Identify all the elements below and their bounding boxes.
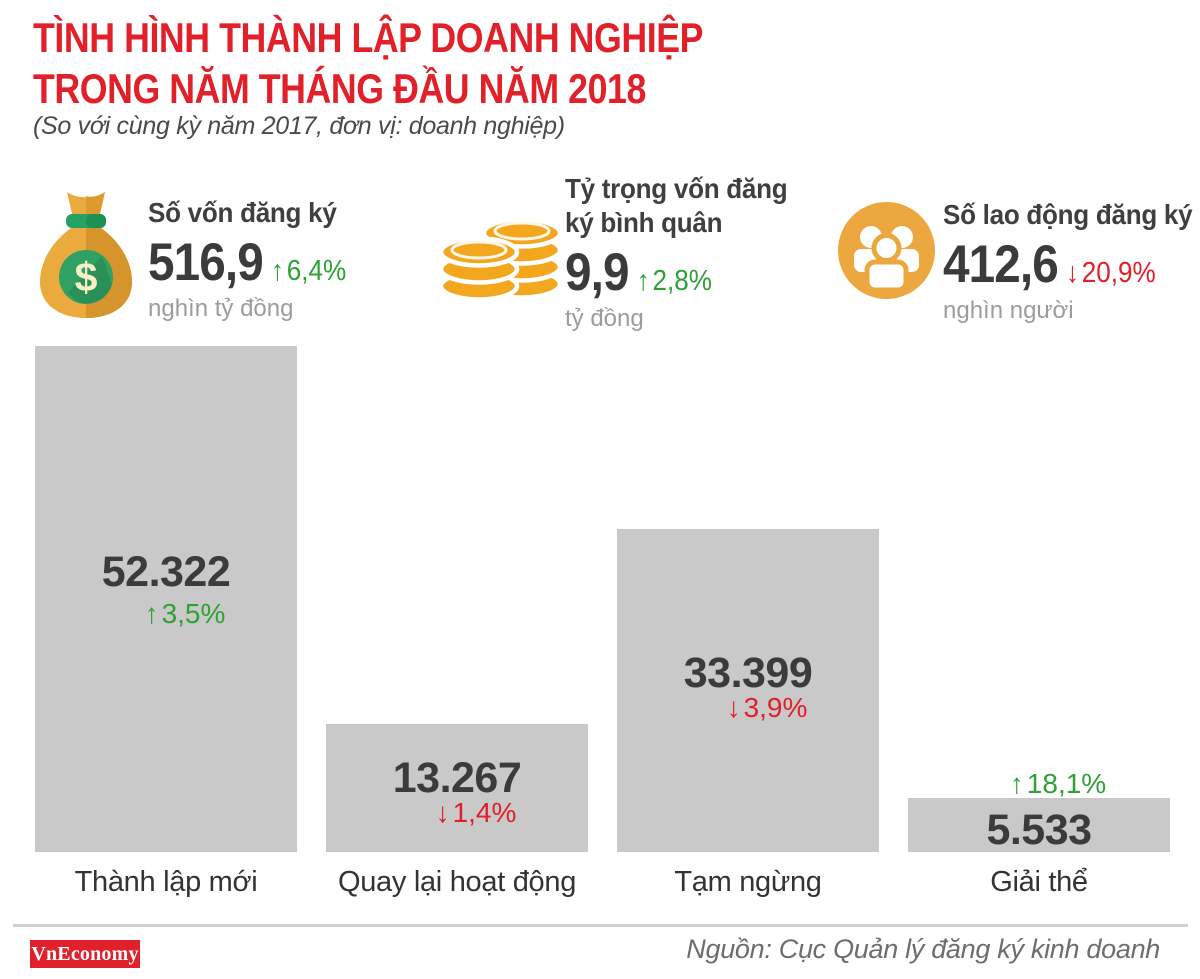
bar-change-pct: 1,4% bbox=[452, 797, 517, 828]
footer-divider bbox=[13, 924, 1188, 927]
vneconomy-logo: VnEconomy bbox=[30, 940, 140, 968]
bar-thanh-lap-moi bbox=[35, 346, 297, 852]
bar-value-label: 52.322 bbox=[101, 548, 231, 596]
stat-card-capital: Số vốn đăng ký 516,9 ↑6,4% nghìn tỷ đồng bbox=[148, 196, 368, 323]
stat-change: ↑6,4% bbox=[271, 255, 346, 288]
bar-quay-lai-hoat-dong bbox=[326, 724, 588, 852]
stat-unit: tỷ đồng bbox=[565, 305, 644, 332]
stat-change: ↓20,9% bbox=[1066, 257, 1156, 290]
arrow-down-icon: ↓ bbox=[726, 692, 741, 723]
arrow-up-icon: ↑ bbox=[636, 265, 650, 297]
source-credit: Nguồn: Cục Quản lý đăng ký kinh doanh bbox=[686, 934, 1160, 964]
bar-change-label: ↑ 3,5% bbox=[105, 598, 265, 630]
category-label: Thành lập mới bbox=[74, 866, 258, 898]
category-label: Giải thể bbox=[990, 866, 1088, 898]
bar-value-label: 13.267 bbox=[392, 754, 522, 802]
arrow-down-icon: ↓ bbox=[1065, 257, 1080, 289]
bar-tam-ngung bbox=[617, 529, 879, 852]
bar-change-pct: 3,9% bbox=[743, 692, 808, 723]
page-title-line2: TRONG NĂM THÁNG ĐẦU NĂM 2018 bbox=[33, 65, 646, 112]
stat-value: 516,9 bbox=[148, 233, 264, 292]
bar-giai-the bbox=[908, 798, 1170, 852]
page-title: TÌNH HÌNH THÀNH LẬP DOANH NGHIỆP TRONG N… bbox=[33, 12, 703, 114]
page-subtitle: (So với cùng kỳ năm 2017, đơn vị: doanh … bbox=[33, 112, 565, 140]
vneconomy-logo-text: VnEconomy bbox=[31, 942, 139, 965]
stat-card-average-capital: Tỷ trọng vốn đăng ký bình quân 9,9 ↑2,8%… bbox=[565, 172, 815, 333]
category-label: Tạm ngừng bbox=[674, 866, 822, 898]
stat-unit: nghìn người bbox=[943, 297, 1074, 324]
bar-change-pct: 3,5% bbox=[161, 598, 226, 629]
stat-change: ↑2,8% bbox=[637, 265, 712, 298]
stat-unit: nghìn tỷ đồng bbox=[148, 295, 294, 322]
stat-change-pct: 2,8% bbox=[652, 265, 712, 297]
stat-value: 9,9 bbox=[565, 243, 630, 302]
category-label: Quay lại hoạt động bbox=[337, 866, 577, 898]
bar-chart: 52.322 ↑ 3,5% 13.267 ↓ 1,4% 33.399 ↓ 3,9% ↑… bbox=[35, 346, 1170, 854]
stat-value: 412,6 bbox=[943, 235, 1059, 294]
bar-value-label: 33.399 bbox=[683, 649, 813, 697]
stat-card-labor: Số lao động đăng ký 412,6 ↓20,9% nghìn n… bbox=[943, 198, 1200, 325]
page-title-line1: TÌNH HÌNH THÀNH LẬP DOANH NGHIỆP bbox=[33, 14, 703, 61]
bar-change-label: ↑ 18,1% bbox=[978, 768, 1138, 800]
stat-title: Số vốn đăng ký bbox=[148, 197, 337, 228]
money-bag-icon: $ bbox=[38, 192, 134, 318]
stat-change-pct: 6,4% bbox=[286, 255, 347, 287]
arrow-up-icon: ↑ bbox=[1009, 768, 1024, 799]
svg-text:$: $ bbox=[75, 254, 98, 300]
stat-title: Số lao động đăng ký bbox=[943, 199, 1193, 230]
stat-change-pct: 20,9% bbox=[1081, 257, 1156, 289]
bar-value-label: 5.533 bbox=[986, 806, 1092, 854]
bar-change-pct: 18,1% bbox=[1026, 768, 1107, 799]
coin-stack-icon bbox=[438, 198, 565, 302]
arrow-up-icon: ↑ bbox=[144, 598, 159, 629]
arrow-down-icon: ↓ bbox=[435, 797, 450, 828]
stat-title: Tỷ trọng vốn đăng ký bình quân bbox=[565, 173, 788, 238]
people-group-icon bbox=[838, 202, 935, 299]
bar-change-label: ↓ 1,4% bbox=[396, 797, 556, 829]
arrow-up-icon: ↑ bbox=[270, 255, 285, 287]
bar-change-label: ↓ 3,9% bbox=[687, 692, 847, 724]
